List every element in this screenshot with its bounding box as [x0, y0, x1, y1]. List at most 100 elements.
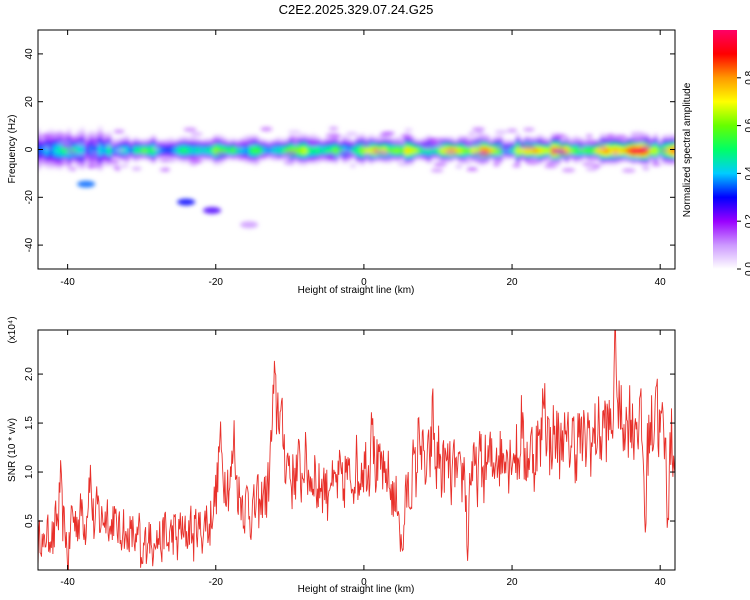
spectrogram-y-tick-label: 0: [24, 146, 35, 152]
heatmap-cell: [146, 137, 152, 143]
heatmap-cell: [168, 136, 174, 142]
heatmap-speck: [55, 133, 69, 138]
heatmap-speck: [606, 133, 615, 138]
heatmap-speck: [236, 156, 244, 161]
heatmap-speck: [281, 154, 291, 159]
heatmap-cell: [413, 136, 419, 142]
heatmap-speck: [549, 158, 563, 163]
heatmap-speck: [210, 140, 219, 145]
heatmap-speck: [40, 159, 47, 164]
spectrogram-y-ticks: -40 -20 0 20 40: [24, 48, 675, 252]
heatmap-cell: [448, 135, 454, 141]
spectrogram-y-tick-label: -40: [24, 237, 35, 252]
heatmap-speck: [543, 164, 558, 169]
snr-multiplier: (x10⁴): [7, 316, 18, 343]
snr-y-tick-label: 2.0: [24, 367, 35, 381]
heatmap-speck: [318, 157, 326, 162]
heatmap-cell: [559, 138, 565, 144]
spectrogram-x-tick-label: -20: [209, 277, 224, 288]
heatmap-speck: [109, 159, 119, 164]
heatmap-speck: [660, 148, 669, 153]
heatmap-speck: [326, 156, 335, 161]
heatmap-speck: [220, 140, 227, 145]
snr-x-tick-label: 0: [361, 577, 367, 588]
heatmap-speck: [113, 129, 125, 134]
heatmap-speck: [114, 148, 125, 153]
snr-y-tick-label: 1.0: [24, 465, 35, 479]
heatmap-cell: [528, 136, 534, 142]
heatmap-speck: [183, 127, 197, 132]
heatmap-cell: [128, 139, 134, 145]
heatmap-cell: [399, 137, 405, 143]
heatmap-speck: [457, 137, 471, 142]
heatmap-cell: [204, 138, 210, 144]
heatmap-cell: [93, 131, 99, 137]
heatmap-streak-blob: [240, 221, 259, 229]
heatmap-cell: [248, 134, 254, 140]
heatmap-cell: [75, 130, 81, 136]
heatmap-cell: [142, 138, 148, 144]
spectrogram-y-tick-label: -20: [24, 190, 35, 205]
heatmap-speck: [512, 163, 521, 168]
heatmap-speck: [328, 126, 339, 131]
heatmap-speck: [393, 141, 407, 146]
heatmap-speck: [268, 155, 278, 160]
heatmap-cell: [359, 132, 365, 138]
colorbar-ticks: 0.0 0.2 0.4 0.6 0.8: [737, 70, 750, 276]
heatmap-cell: [417, 138, 423, 144]
heatmap-speck: [123, 155, 134, 160]
heatmap-cell: [626, 136, 632, 142]
heatmap-speck: [44, 144, 51, 149]
heatmap-speck: [430, 168, 444, 173]
heatmap-speck: [349, 163, 357, 168]
heatmap-cell: [106, 131, 112, 137]
snr-panel: -40 -20 0 20 40 0.5 1.0 1.5 2.0 Height of strai…: [7, 316, 676, 595]
heatmap-cell: [79, 126, 85, 132]
heatmap-speck: [581, 161, 595, 166]
heatmap-speck: [75, 153, 86, 158]
heatmap-speck: [580, 140, 595, 145]
heatmap-cell: [119, 137, 125, 143]
heatmap-speck: [561, 168, 576, 173]
heatmap-speck: [190, 132, 203, 137]
heatmap-speck: [554, 134, 567, 139]
heatmap-cell: [213, 134, 219, 140]
heatmap-cell: [511, 140, 517, 146]
heatmap-speck: [599, 140, 611, 145]
snr-x-tick-label: 40: [655, 577, 667, 588]
heatmap-cell: [333, 135, 339, 141]
heatmap-speck: [152, 146, 160, 151]
heatmap-speck: [598, 144, 606, 149]
heatmap-cell: [324, 137, 330, 143]
heatmap-speck: [75, 141, 86, 146]
heatmap-cell: [275, 136, 281, 142]
heatmap-speck: [404, 128, 413, 133]
heatmap-cell: [115, 137, 121, 143]
heatmap-speck: [97, 155, 111, 160]
heatmap-cell: [151, 134, 157, 140]
heatmap-cell: [84, 133, 90, 139]
colorbar-tick-label: 0.4: [744, 166, 750, 180]
heatmap-speck: [69, 167, 77, 172]
heatmap-cell: [355, 134, 361, 140]
heatmap-speck: [546, 161, 553, 166]
heatmap-speck: [588, 157, 601, 162]
heatmap-speck: [634, 137, 646, 142]
heatmap-speck: [563, 138, 577, 143]
heatmap-cell: [391, 137, 397, 143]
heatmap-cell: [377, 136, 383, 142]
heatmap-speck: [494, 129, 508, 134]
heatmap-speck: [551, 148, 564, 153]
spectrogram-x-tick-label: 20: [506, 277, 518, 288]
heatmap-cell: [488, 138, 494, 144]
snr-x-label: Height of straight line (km): [298, 584, 415, 595]
spectrogram-x-label: Height of straight line (km): [298, 285, 415, 296]
heatmap-cell: [342, 134, 348, 140]
heatmap-cell: [395, 136, 401, 142]
heatmap-cell: [306, 134, 312, 140]
heatmap-speck: [112, 165, 120, 170]
heatmap-cell: [671, 134, 675, 140]
heatmap-speck: [133, 154, 146, 159]
heatmap-speck: [523, 127, 535, 132]
heatmap-speck: [325, 133, 340, 138]
